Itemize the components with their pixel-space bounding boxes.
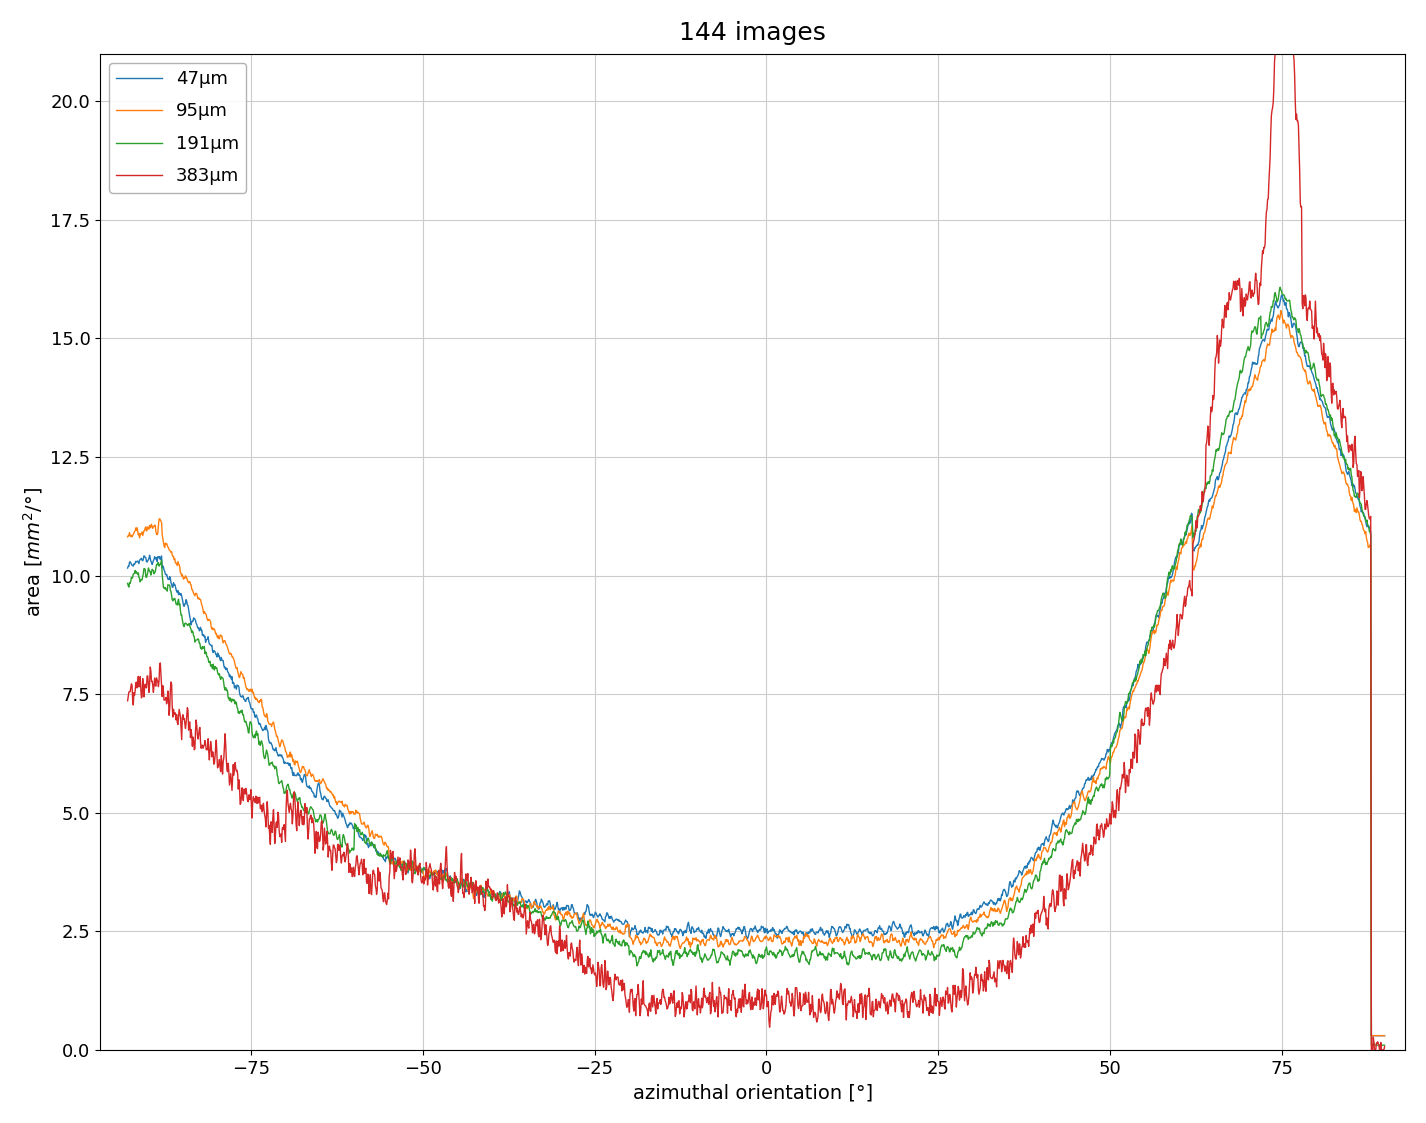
47μm: [118, 562, 135, 575]
191μm: [1376, 1039, 1393, 1052]
47μm: [697, 931, 714, 944]
Line: 95μm: 95μm: [127, 311, 1385, 1035]
47μm: [183, 615, 200, 629]
383μm: [730, 993, 747, 1006]
Line: 191μm: 191μm: [127, 287, 1385, 1046]
Line: 383μm: 383μm: [127, 54, 1385, 1050]
47μm: [1109, 721, 1127, 734]
95μm: [1339, 480, 1356, 493]
95μm: [1363, 1029, 1380, 1042]
191μm: [183, 626, 200, 639]
Legend: 47μm, 95μm, 191μm, 383μm: 47μm, 95μm, 191μm, 383μm: [110, 63, 247, 192]
47μm: [1339, 467, 1356, 481]
191μm: [118, 576, 135, 590]
95μm: [1340, 481, 1358, 494]
383μm: [697, 989, 714, 1003]
383μm: [1363, 1043, 1380, 1057]
47μm: [1340, 465, 1358, 478]
383μm: [1109, 783, 1127, 796]
95μm: [1272, 304, 1289, 318]
383μm: [1339, 440, 1356, 454]
383μm: [1340, 446, 1358, 459]
47μm: [1273, 289, 1291, 302]
95μm: [1109, 738, 1127, 751]
191μm: [697, 949, 714, 962]
47μm: [1376, 1029, 1393, 1042]
Line: 47μm: 47μm: [127, 295, 1385, 1035]
383μm: [1266, 47, 1283, 61]
47μm: [730, 922, 747, 935]
191μm: [1339, 463, 1356, 476]
191μm: [1363, 1039, 1380, 1052]
95μm: [730, 934, 747, 948]
47μm: [1363, 1029, 1380, 1042]
95μm: [183, 583, 200, 596]
191μm: [730, 944, 747, 958]
Title: 144 images: 144 images: [679, 21, 826, 45]
191μm: [1109, 724, 1127, 738]
383μm: [118, 694, 135, 707]
383μm: [1376, 1040, 1393, 1053]
95μm: [118, 530, 135, 544]
191μm: [1272, 281, 1289, 294]
191μm: [1340, 462, 1358, 475]
383μm: [183, 729, 200, 742]
95μm: [1376, 1029, 1393, 1042]
X-axis label: azimuthal orientation [°]: azimuthal orientation [°]: [633, 1084, 873, 1102]
95μm: [697, 939, 714, 952]
Y-axis label: area [$mm^2$/°]: area [$mm^2$/°]: [21, 486, 44, 617]
